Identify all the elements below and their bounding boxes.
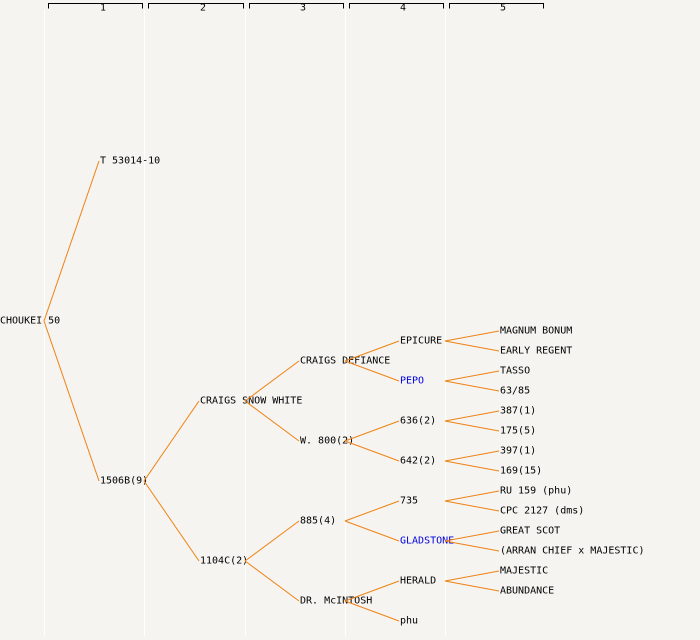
- generation-bracket: [148, 3, 244, 9]
- node-636-2[interactable]: 636(2): [400, 416, 436, 427]
- node-1104c-2[interactable]: 1104C(2): [200, 556, 248, 567]
- node-397-1[interactable]: 397(1): [500, 446, 536, 457]
- node-early-regent[interactable]: EARLY REGENT: [500, 346, 572, 357]
- node-ru-159-phu[interactable]: RU 159 (phu): [500, 486, 572, 497]
- pedigree-edge: [444, 330, 500, 342]
- pedigree-edge: [344, 500, 400, 522]
- node-cpc-2127-dms[interactable]: CPC 2127 (dms): [500, 506, 584, 517]
- node-387-1[interactable]: 387(1): [500, 406, 536, 417]
- node-t-53014-10[interactable]: T 53014-10: [100, 156, 160, 167]
- node-abundance[interactable]: ABUNDANCE: [500, 586, 554, 597]
- pedigree-edge: [444, 380, 500, 392]
- node-dr-mcintosh[interactable]: DR. McINTOSH: [300, 596, 372, 607]
- pedigree-edge: [344, 420, 400, 442]
- pedigree-edge: [344, 440, 400, 462]
- pedigree-edge: [444, 500, 500, 512]
- generation-label-3: 3: [300, 3, 306, 14]
- pedigree-edge: [444, 410, 500, 422]
- node-885-4[interactable]: 885(4): [300, 516, 336, 527]
- node-w-800-2[interactable]: W. 800(2): [300, 436, 354, 447]
- node-arran-chief-x-majestic[interactable]: (ARRAN CHIEF x MAJESTIC): [500, 546, 645, 557]
- pedigree-edge: [444, 540, 500, 552]
- node-great-scot[interactable]: GREAT SCOT: [500, 526, 560, 537]
- generation-bracket: [349, 3, 444, 9]
- node-craigs-snow-white[interactable]: CRAIGS SNOW WHITE: [200, 396, 302, 407]
- pedigree-edge: [444, 570, 500, 582]
- generation-bracket: [449, 3, 544, 9]
- pedigree-edge: [344, 600, 400, 622]
- pedigree-edge: [244, 400, 300, 442]
- generation-label-1: 1: [100, 3, 106, 14]
- node-phu[interactable]: phu: [400, 616, 418, 627]
- pedigree-edge: [444, 490, 500, 502]
- node-642-2[interactable]: 642(2): [400, 456, 436, 467]
- node-tasso[interactable]: TASSO: [500, 366, 530, 377]
- pedigree-edge: [444, 580, 500, 592]
- node-735[interactable]: 735: [400, 496, 418, 507]
- generation-label-2: 2: [200, 3, 206, 14]
- pedigree-edge: [244, 520, 300, 562]
- generation-label-4: 4: [400, 3, 406, 14]
- pedigree-edge: [444, 370, 500, 382]
- pedigree-edge: [143, 480, 200, 562]
- pedigree-edge: [344, 360, 400, 382]
- node-majestic[interactable]: MAJESTIC: [500, 566, 548, 577]
- pedigree-edge: [244, 360, 300, 402]
- generation-label-5: 5: [500, 3, 506, 14]
- pedigree-edge: [143, 400, 200, 482]
- pedigree-edge: [244, 560, 300, 602]
- pedigree-edge: [444, 450, 500, 462]
- pedigree-edge: [43, 320, 100, 482]
- node-gladstone[interactable]: GLADSTONE: [400, 536, 454, 547]
- pedigree-edge: [43, 160, 100, 322]
- pedigree-edge: [444, 420, 500, 432]
- node-63-85[interactable]: 63/85: [500, 386, 530, 397]
- node-magnum-bonum[interactable]: MAGNUM BONUM: [500, 326, 572, 337]
- pedigree-edge: [444, 530, 500, 542]
- pedigree-edge: [344, 520, 400, 542]
- node-epicure[interactable]: EPICURE: [400, 336, 442, 347]
- pedigree-edge: [344, 340, 400, 362]
- node-choukei-50[interactable]: CHOUKEI 50: [0, 316, 60, 327]
- node-herald[interactable]: HERALD: [400, 576, 436, 587]
- generation-bracket: [249, 3, 344, 9]
- generation-bracket: [48, 3, 143, 9]
- pedigree-edge: [344, 580, 400, 602]
- pedigree-edge: [444, 460, 500, 472]
- pedigree-edge: [444, 340, 500, 352]
- node-169-15[interactable]: 169(15): [500, 466, 542, 477]
- node-1506b-9[interactable]: 1506B(9): [100, 476, 148, 487]
- node-175-5[interactable]: 175(5): [500, 426, 536, 437]
- node-pepo[interactable]: PEPO: [400, 376, 424, 387]
